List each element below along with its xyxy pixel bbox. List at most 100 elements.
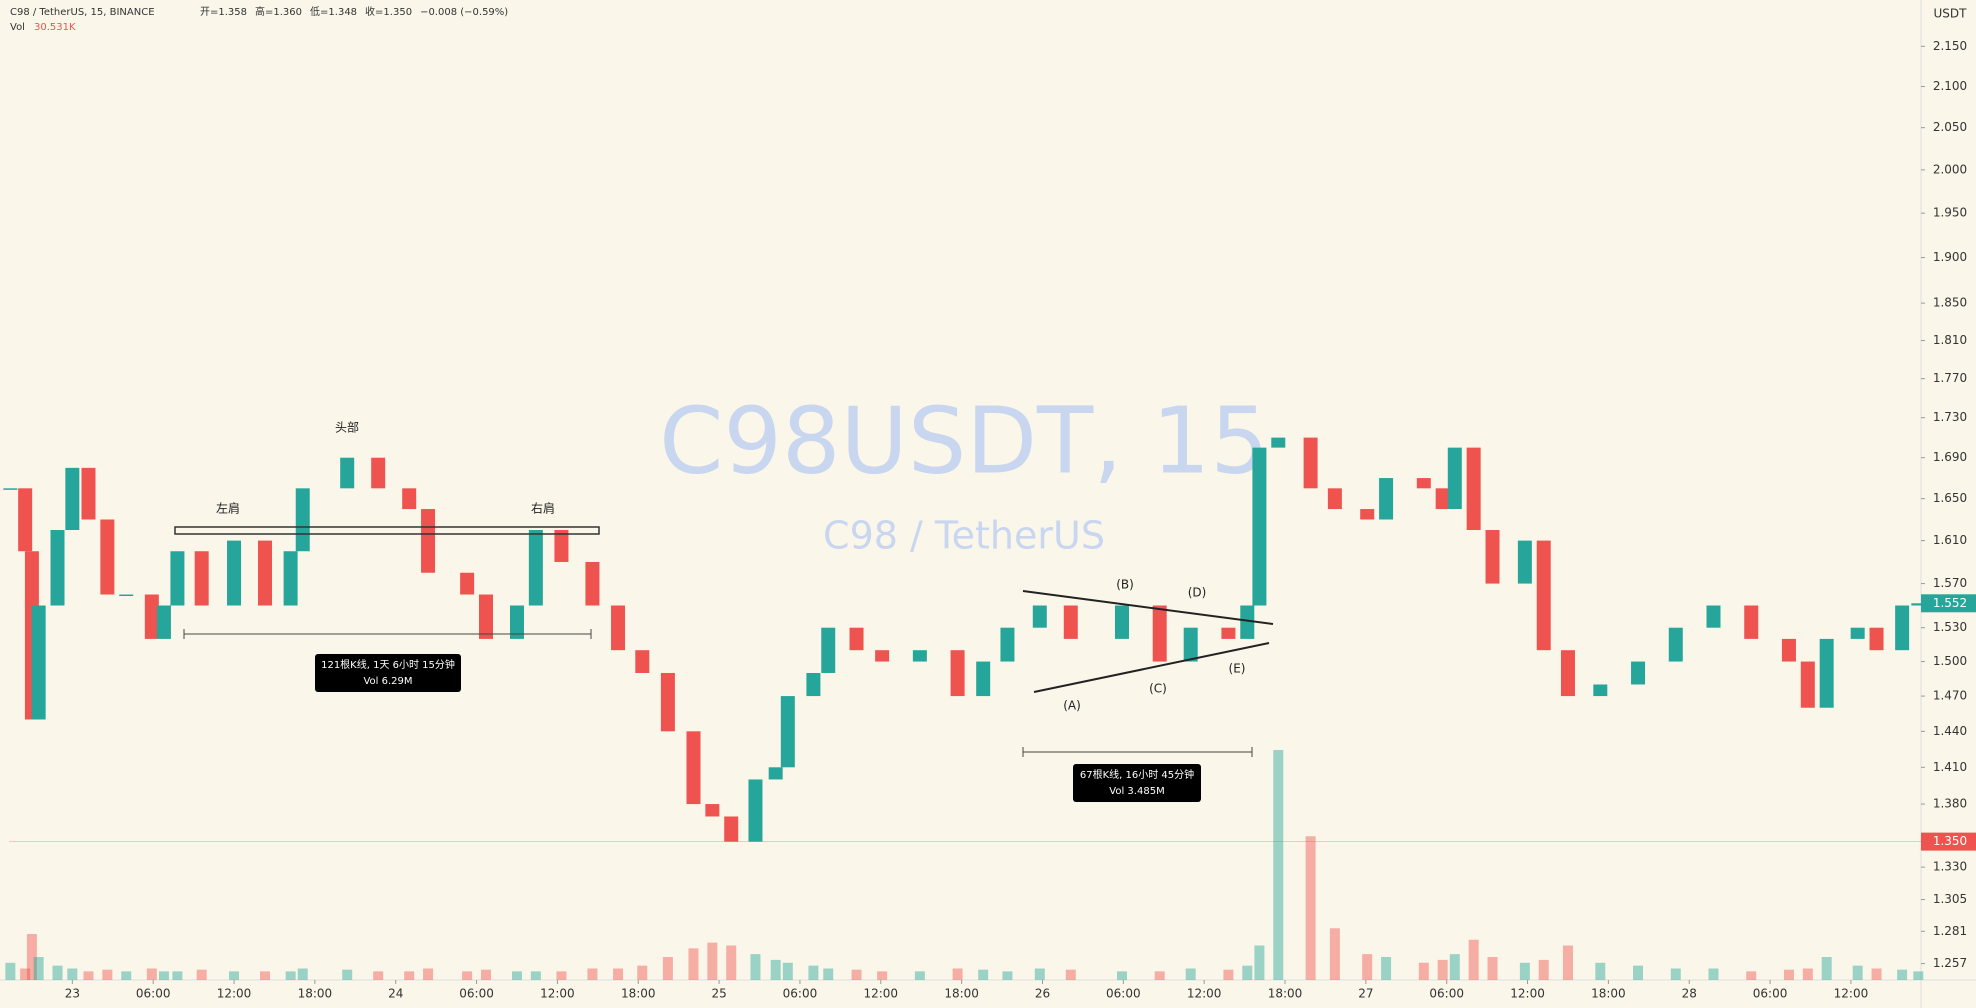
volume-bar — [808, 965, 819, 980]
candle — [1240, 605, 1255, 639]
volume-bar — [1783, 969, 1794, 980]
candle — [1517, 540, 1532, 584]
candle — [1819, 638, 1834, 708]
volume-label: Vol — [10, 22, 25, 33]
candle — [283, 551, 298, 606]
y-tick-label: 1.900 — [1933, 250, 1967, 264]
volume-bar — [587, 968, 598, 980]
y-tick-label: 1.281 — [1933, 924, 1967, 938]
volume-bar — [750, 954, 761, 980]
candle — [3, 488, 18, 490]
x-tick-label: 23 — [65, 987, 80, 1001]
candle — [1063, 605, 1078, 639]
candle — [806, 672, 821, 697]
y-tick-label: 1.330 — [1933, 860, 1967, 874]
volume-bar — [1185, 968, 1196, 980]
y-tick-label: 1.440 — [1933, 724, 1967, 738]
volume-bar — [1065, 969, 1076, 980]
volume-bar — [1449, 954, 1460, 980]
volume-bar — [1913, 971, 1924, 980]
annotation: (B) — [1116, 578, 1134, 592]
y-tick-label: 1.770 — [1933, 371, 1967, 385]
volume-bar — [121, 971, 132, 980]
volume-bar — [1633, 965, 1644, 980]
y-tick-label: 1.410 — [1933, 760, 1967, 774]
candle — [1536, 540, 1551, 651]
x-tick-label: 18:00 — [621, 987, 656, 1001]
x-tick-label: 25 — [711, 987, 726, 1001]
candle — [81, 467, 96, 520]
candle — [65, 467, 80, 531]
volume-bar — [556, 971, 567, 980]
neckline — [174, 526, 600, 535]
y-tick-label: 1.730 — [1933, 410, 1967, 424]
candle — [170, 551, 185, 606]
volume-bar — [978, 969, 989, 980]
candle — [1800, 661, 1815, 708]
candle — [611, 605, 626, 651]
candle — [976, 661, 991, 697]
volume-bar — [707, 942, 718, 980]
ohlc-legend-item: 高=1.360 — [255, 5, 302, 18]
candle — [1327, 488, 1342, 510]
trendline — [1033, 642, 1270, 693]
candle — [1183, 627, 1198, 662]
volume-bar — [462, 971, 473, 980]
x-tick-label: 06:00 — [136, 987, 171, 1001]
x-tick-label: 06:00 — [459, 987, 494, 1001]
measure-text: 67根K线, 16小时 45分钟 — [1080, 768, 1194, 781]
volume-bar — [1034, 968, 1045, 980]
volume-bar — [297, 968, 308, 980]
candle — [1447, 447, 1462, 510]
volume-bar — [726, 945, 737, 980]
y-tick-label: 1.810 — [1933, 333, 1967, 347]
volume-bar — [877, 971, 888, 980]
candle — [1000, 627, 1015, 662]
x-tick-label: 28 — [1682, 987, 1697, 1001]
volume-bar — [285, 971, 296, 980]
volume-bar — [770, 959, 781, 980]
volume-bar — [851, 969, 862, 980]
volume-bar — [1381, 957, 1392, 980]
y-tick-label: 1.850 — [1933, 296, 1967, 310]
volume-bar — [1329, 928, 1340, 980]
candle — [1631, 661, 1646, 685]
volume-bar — [1852, 965, 1863, 980]
y-tick-label: 1.257 — [1933, 956, 1967, 970]
candle — [227, 540, 242, 606]
y-tick-label: 1.470 — [1933, 689, 1967, 703]
candle — [1781, 638, 1796, 662]
marked-price-box — [1921, 832, 1976, 851]
candle — [1435, 488, 1450, 510]
measure-box — [315, 654, 461, 692]
volume-bar — [1897, 969, 1908, 980]
candle — [31, 605, 46, 720]
y-tick-label: 1.305 — [1933, 892, 1967, 906]
y-tick-label: 1.950 — [1933, 206, 1967, 220]
x-tick-label: 06:00 — [1106, 987, 1141, 1001]
candle — [1303, 437, 1318, 489]
volume-bar — [1154, 971, 1165, 980]
candle — [1152, 605, 1167, 662]
candle — [912, 650, 927, 662]
candle — [402, 488, 417, 510]
candle — [194, 551, 209, 606]
measure-text: Vol 6.29M — [363, 676, 412, 687]
volume-bar — [688, 948, 699, 980]
x-tick-label: 27 — [1358, 987, 1373, 1001]
volume-bar — [33, 957, 44, 980]
candle — [100, 519, 115, 595]
volume-value: 30.531K — [34, 22, 76, 33]
candle — [724, 816, 739, 842]
volume-bar — [1362, 954, 1373, 980]
candle — [1706, 605, 1721, 628]
candle — [705, 804, 720, 817]
annotation: (D) — [1188, 586, 1207, 600]
candle — [528, 530, 543, 606]
candle — [144, 594, 159, 639]
volume-bar — [373, 971, 384, 980]
volume-bar — [952, 968, 963, 980]
y-tick-label: 1.650 — [1933, 491, 1967, 505]
ohlc-legend-item: 开=1.358 — [200, 7, 247, 18]
candle — [1560, 650, 1575, 697]
